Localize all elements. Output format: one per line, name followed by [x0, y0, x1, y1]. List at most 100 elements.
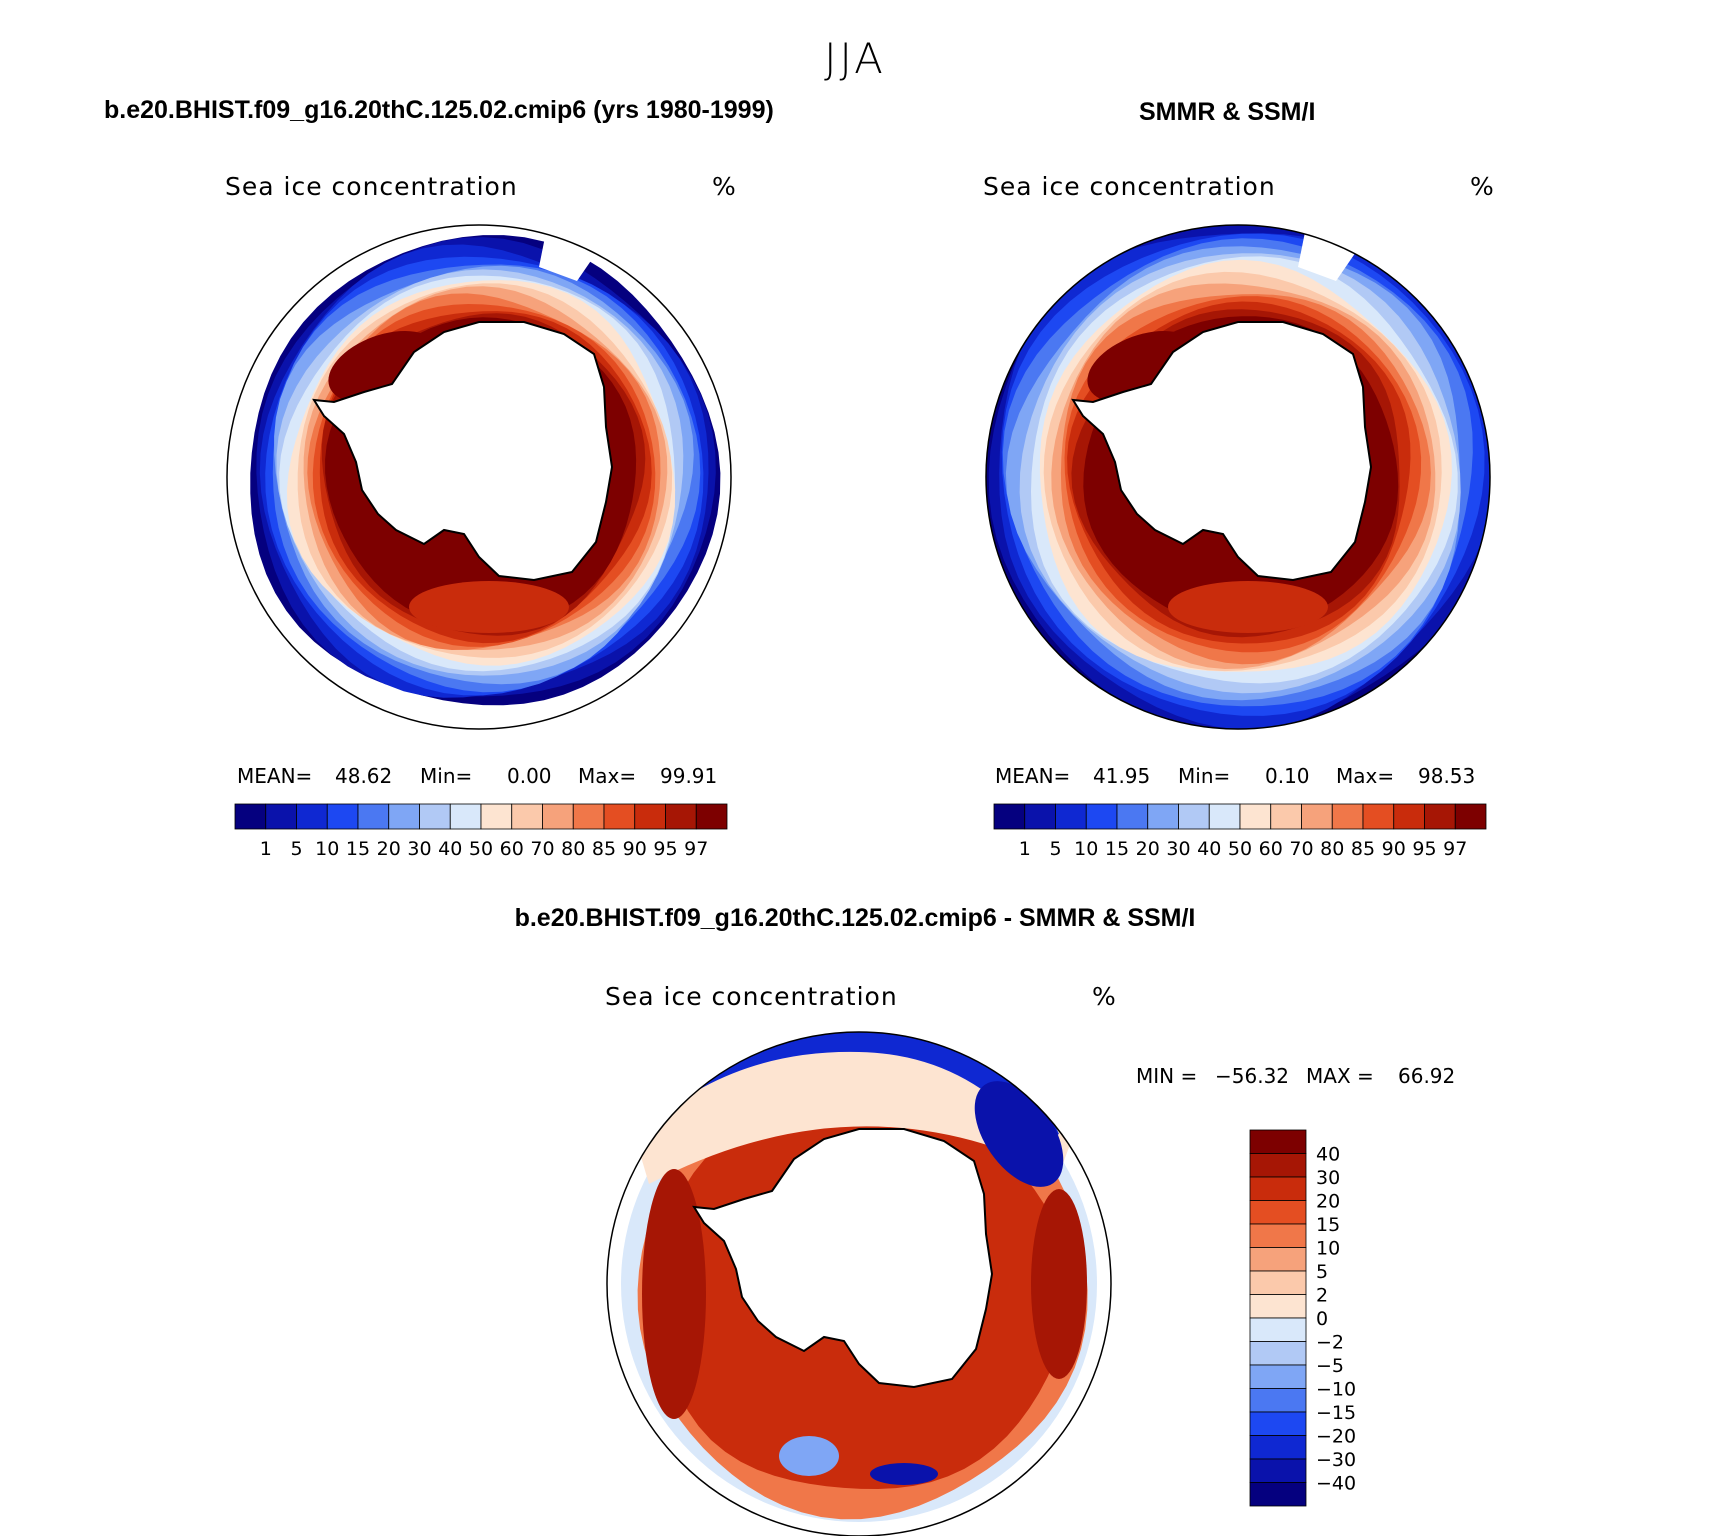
obs-map-field [986, 225, 1490, 729]
obs-colorbar-swatch-15 [1454, 803, 1487, 830]
obs-colorbar-tick-label: 70 [1289, 838, 1313, 860]
diff-colorbar-swatch-10 [1249, 1364, 1307, 1389]
model-colorbar-tick-label: 70 [530, 838, 554, 860]
obs-colorbar-swatch-2 [1055, 803, 1087, 830]
obs-colorbar-swatch-1 [1024, 803, 1056, 830]
diff-colorbar-tick-label: 2 [1316, 1285, 1328, 1307]
model-map [226, 224, 732, 730]
diff-min-value: −56.32 [1215, 1064, 1290, 1088]
diff-max-label: MAX = [1306, 1064, 1374, 1088]
obs-mean-label: MEAN= [995, 764, 1071, 788]
obs-min-label: Min= [1178, 764, 1231, 788]
obs-colorbar-swatch-10 [1301, 803, 1333, 830]
model-colorbar: 1 5 10 15 20 30 40 50 60 70 80 85 90 95 97 [234, 803, 728, 860]
diff-colorbar-swatch-14 [1249, 1458, 1307, 1483]
diff-colorbar-tick-label: −10 [1316, 1379, 1356, 1401]
diff-max-value: 66.92 [1398, 1064, 1456, 1088]
model-colorbar-swatch-2 [296, 803, 328, 830]
obs-colorbar-tick-label: 50 [1228, 838, 1252, 860]
model-colorbar-tick-label: 10 [315, 838, 339, 860]
model-colorbar-swatch-14 [665, 803, 697, 830]
diff-colorbar-tick-label: −2 [1316, 1332, 1344, 1354]
obs-colorbar-swatch-5 [1147, 803, 1179, 830]
diff-colorbar-swatch-8 [1249, 1317, 1307, 1342]
diff-positive-patch-west [642, 1169, 706, 1419]
obs-colorbar-tick-label: 1 [1019, 838, 1031, 860]
diff-colorbar-swatch-7 [1249, 1294, 1307, 1319]
model-max-label: Max= [578, 764, 637, 788]
diff-map-border [606, 1031, 1112, 1536]
model-min-label: Min= [420, 764, 473, 788]
diff-subtitle: Sea ice concentration [605, 982, 898, 1011]
obs-colorbar-tick-label: 30 [1166, 838, 1190, 860]
model-map-antarctica-coastline [312, 321, 614, 582]
model-colorbar-tick-label: 97 [684, 838, 708, 860]
obs-colorbar: 1 5 10 15 20 30 40 50 60 70 80 85 90 95 97 [993, 803, 1487, 860]
diff-colorbar-swatch-5 [1249, 1247, 1307, 1272]
obs-map [985, 224, 1491, 730]
model-mean-label: MEAN= [237, 764, 313, 788]
model-colorbar-swatch-11 [572, 803, 605, 830]
model-min-value: 0.00 [507, 764, 552, 788]
model-colorbar-swatch-10 [542, 803, 574, 830]
model-colorbar-tick-label: 85 [592, 838, 616, 860]
model-colorbar-swatch-9 [511, 803, 543, 830]
obs-min-value: 0.10 [1265, 764, 1310, 788]
obs-colorbar-tick-label: 80 [1320, 838, 1344, 860]
diff-colorbar-swatch-2 [1249, 1176, 1307, 1201]
main-title: JJA [824, 34, 886, 83]
obs-colorbar-swatch-4 [1116, 803, 1149, 830]
diff-colorbar-tick-label: −20 [1316, 1426, 1356, 1448]
model-colorbar-tick-label: 80 [561, 838, 585, 860]
model-colorbar-swatch-13 [634, 803, 666, 830]
diff-colorbar-tick-label: −15 [1316, 1402, 1356, 1424]
model-colorbar-tick-label: 30 [407, 838, 431, 860]
diff-colorbar-swatch-4 [1249, 1223, 1307, 1248]
diff-negative-blob-south-b [870, 1463, 938, 1485]
model-colorbar-swatch-7 [449, 803, 482, 830]
obs-colorbar-swatch-3 [1085, 803, 1118, 830]
diff-colorbar-tick-label: 10 [1316, 1238, 1340, 1260]
model-colorbar-tick-label: 95 [653, 838, 677, 860]
diff-map [606, 1031, 1112, 1536]
model-colorbar-tick-label: 50 [469, 838, 493, 860]
diff-colorbar-tick-label: −5 [1316, 1355, 1344, 1377]
obs-units: % [1470, 172, 1495, 201]
obs-map-map-border [985, 224, 1491, 730]
obs-colorbar-tick-label: 15 [1105, 838, 1129, 860]
diff-units: % [1092, 982, 1117, 1011]
model-map-field [250, 225, 721, 706]
obs-colorbar-swatch-0 [993, 803, 1026, 830]
model-colorbar-swatch-6 [419, 803, 451, 830]
model-max-value: 99.91 [660, 764, 718, 788]
diff-colorbar-tick-label: 15 [1316, 1214, 1340, 1236]
obs-colorbar-swatch-12 [1362, 803, 1395, 830]
obs-colorbar-swatch-13 [1393, 803, 1425, 830]
obs-map-antarctica-coastline [1071, 321, 1373, 582]
obs-colorbar-swatch-11 [1331, 803, 1364, 830]
obs-colorbar-tick-label: 90 [1382, 838, 1406, 860]
diff-positive-patch-east [1031, 1189, 1087, 1379]
model-mean-value: 48.62 [335, 764, 393, 788]
model-colorbar-tick-label: 40 [438, 838, 462, 860]
obs-colorbar-swatch-9 [1270, 803, 1302, 830]
obs-colorbar-swatch-8 [1239, 803, 1272, 830]
model-panel-title: b.e20.BHIST.f09_g16.20thC.125.02.cmip6 (… [104, 96, 774, 124]
model-colorbar-tick-label: 15 [346, 838, 370, 860]
obs-colorbar-tick-label: 40 [1197, 838, 1221, 860]
obs-mean-value: 41.95 [1093, 764, 1151, 788]
obs-colorbar-swatch-14 [1424, 803, 1456, 830]
diff-colorbar-swatch-11 [1249, 1388, 1307, 1413]
diff-panel-title: b.e20.BHIST.f09_g16.20thC.125.02.cmip6 -… [514, 904, 1196, 932]
diff-colorbar-swatch-6 [1249, 1270, 1307, 1295]
obs-colorbar-tick-label: 60 [1259, 838, 1283, 860]
model-colorbar-tick-label: 90 [623, 838, 647, 860]
diff-colorbar-swatch-0 [1249, 1129, 1307, 1154]
diff-colorbar-swatch-9 [1249, 1341, 1307, 1366]
diff-colorbar-swatch-13 [1249, 1435, 1307, 1460]
model-colorbar-swatch-15 [695, 803, 728, 830]
diff-antarctica-coastline [692, 1128, 994, 1389]
obs-colorbar-swatch-6 [1178, 803, 1210, 830]
diff-colorbar-swatch-12 [1249, 1411, 1307, 1436]
